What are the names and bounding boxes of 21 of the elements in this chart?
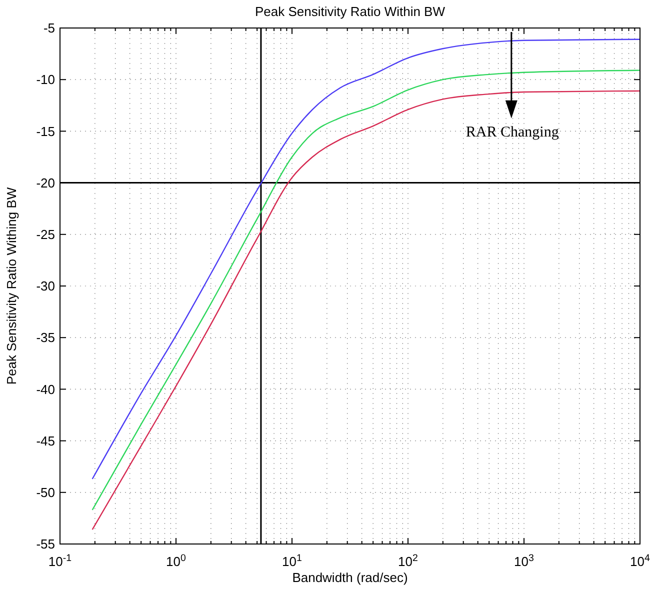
- annotation: RAR Changing: [466, 124, 560, 140]
- y-tick-label: -5: [43, 20, 55, 36]
- x-tick-label: 10$^{4}$: [630, 552, 651, 569]
- y-tick-label: -35: [36, 330, 55, 346]
- chart-title: Peak Sensitivity Ratio Within BW: [254, 4, 446, 19]
- x-tick-label: 10$^{3}$: [514, 552, 534, 569]
- y-tick-label: -15: [36, 124, 55, 139]
- y-tick-label: -55: [36, 536, 55, 552]
- x-tick-label: 10$^{2}$: [398, 552, 418, 569]
- x-tick-label: 10$^{-1}$: [48, 552, 72, 569]
- y-axis-title: Peak Sensitivity Ratio Withing BW: [4, 186, 19, 385]
- y-tick-label: -40: [36, 382, 55, 397]
- y-tick-label: -25: [36, 226, 55, 242]
- y-tick-label: -10: [36, 72, 55, 88]
- y-tick-label: -45: [36, 433, 55, 448]
- y-tick-label: -20: [36, 175, 55, 190]
- x-axis-title: Bandwidth (rad/sec): [292, 570, 408, 585]
- x-tick-label: 10$^{0}$: [166, 552, 187, 569]
- x-tick-label: 10$^{1}$: [282, 552, 302, 569]
- y-tick-label: -50: [36, 484, 55, 500]
- y-tick-label: -30: [36, 278, 55, 294]
